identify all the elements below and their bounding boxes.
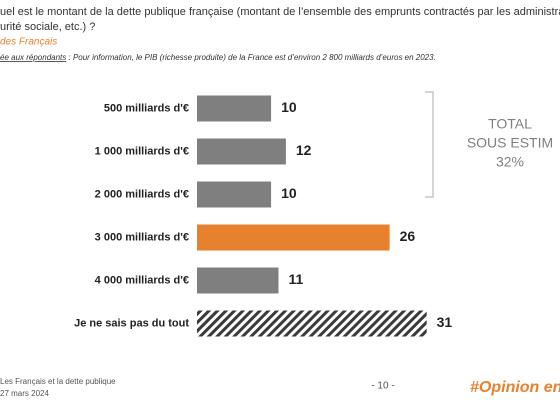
value-label: 26 <box>400 228 416 244</box>
value-label: 12 <box>296 142 312 158</box>
bar <box>197 138 286 165</box>
note: ée aux répondants : Pour information, le… <box>0 53 436 62</box>
bar <box>197 310 427 337</box>
category-label: 1 000 milliards d'€ <box>95 145 189 157</box>
bar <box>197 224 390 251</box>
subtitle: des Français <box>0 37 57 48</box>
title: urité sociale, etc.) ? <box>0 21 95 33</box>
category-label: 500 milliards d'€ <box>104 102 189 114</box>
bar <box>197 181 272 208</box>
bar <box>197 95 272 122</box>
category-label: 2 000 milliards d'€ <box>95 188 189 200</box>
footer-source: Les Français et la dette publique <box>0 377 116 386</box>
annotation: 32% <box>496 154 524 170</box>
value-label: 11 <box>288 271 303 287</box>
category-label: Je ne sais pas du tout <box>74 317 189 329</box>
page-number: - 10 - <box>371 381 394 392</box>
category-label: 4 000 milliards d'€ <box>95 274 189 286</box>
brand: #Opinion en d <box>470 379 560 396</box>
footer-date: 27 mars 2024 <box>0 389 49 398</box>
value-label: 10 <box>281 185 297 201</box>
value-label: 31 <box>437 314 453 330</box>
annotation: TOTAL <box>488 116 532 132</box>
value-label: 10 <box>281 99 297 115</box>
category-label: 3 000 milliards d'€ <box>95 231 189 243</box>
title: uel est le montant de la dette publique … <box>0 6 560 18</box>
bracket <box>425 91 434 198</box>
note-text: : Pour information, le PIB (richesse pro… <box>66 53 436 62</box>
note-lead: ée aux répondants <box>0 53 66 62</box>
annotation: SOUS ESTIM <box>467 135 553 151</box>
bar <box>197 267 279 294</box>
